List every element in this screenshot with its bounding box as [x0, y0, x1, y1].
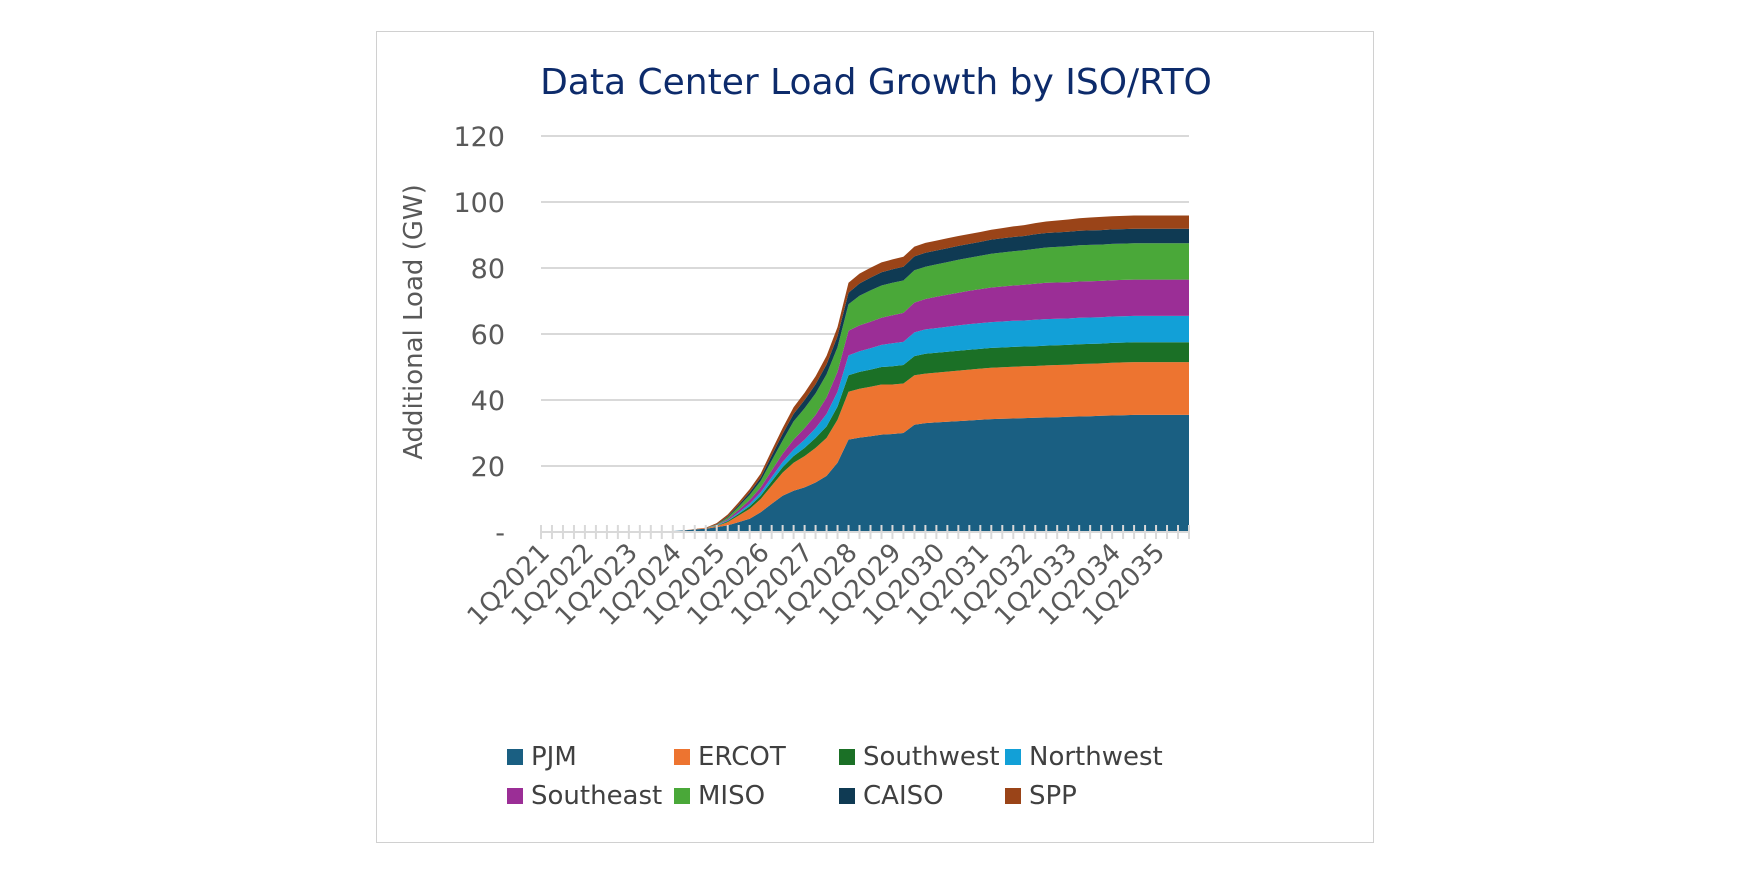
legend-item-miso: MISO: [674, 781, 765, 811]
legend-label: CAISO: [863, 781, 944, 811]
legend-label: ERCOT: [698, 742, 786, 772]
y-tick-labels: - 20 40 60 80 100 120: [453, 122, 505, 549]
area-miso: [541, 243, 1189, 533]
y-tick-label: -: [495, 518, 505, 549]
area-southeast: [541, 279, 1189, 532]
legend-swatch: [674, 788, 690, 804]
y-tick-label: 80: [471, 254, 505, 285]
legend-item-spp: SPP: [1005, 781, 1077, 811]
legend-label: Northwest: [1029, 742, 1163, 772]
plot-area: - 20 40 60 80 100 120 1Q20211Q20221Q20231Q2024…: [399, 122, 1190, 632]
legend-swatch: [507, 749, 523, 765]
chart-title: Data Center Load Growth by ISO/RTO: [540, 62, 1212, 103]
y-tick-label: 120: [453, 122, 505, 153]
area-spp: [541, 215, 1189, 532]
y-tick-label: 60: [471, 320, 505, 351]
legend-item-pjm: PJM: [507, 742, 577, 772]
area-ercot: [541, 362, 1189, 532]
legend-item-southwest: Southwest: [839, 742, 1000, 772]
legend-swatch: [507, 788, 523, 804]
y-axis-label: Additional Load (GW): [399, 184, 429, 460]
legend-label: SPP: [1029, 781, 1077, 811]
legend-label: PJM: [531, 742, 577, 772]
legend-swatch: [1005, 749, 1021, 765]
legend-label: Southeast: [531, 781, 663, 811]
legend-label: Southwest: [863, 742, 1000, 772]
legend-item-northwest: Northwest: [1005, 742, 1163, 772]
stacked-areas: [541, 215, 1189, 533]
area-southwest: [541, 342, 1189, 532]
legend-swatch: [1005, 788, 1021, 804]
area-caiso: [541, 228, 1189, 532]
legend-label: MISO: [698, 781, 766, 811]
area-northwest: [541, 315, 1189, 532]
y-tick-label: 40: [471, 386, 505, 417]
legend-item-southeast: Southeast: [507, 781, 662, 811]
legend-swatch: [839, 788, 855, 804]
area-pjm: [541, 414, 1189, 532]
legend-item-caiso: CAISO: [839, 781, 944, 811]
y-tick-label: 20: [471, 452, 505, 483]
x-axis: [540, 525, 1190, 539]
chart-frame: Data Center Load Growth by ISO/RTO - 20 40…: [376, 31, 1374, 843]
legend-swatch: [839, 749, 855, 765]
x-tick-labels: 1Q20211Q20221Q20231Q20241Q20251Q20261Q20…: [462, 538, 1171, 632]
y-tick-label: 100: [453, 188, 505, 219]
legend-item-ercot: ERCOT: [674, 742, 786, 772]
legend-swatch: [674, 749, 690, 765]
